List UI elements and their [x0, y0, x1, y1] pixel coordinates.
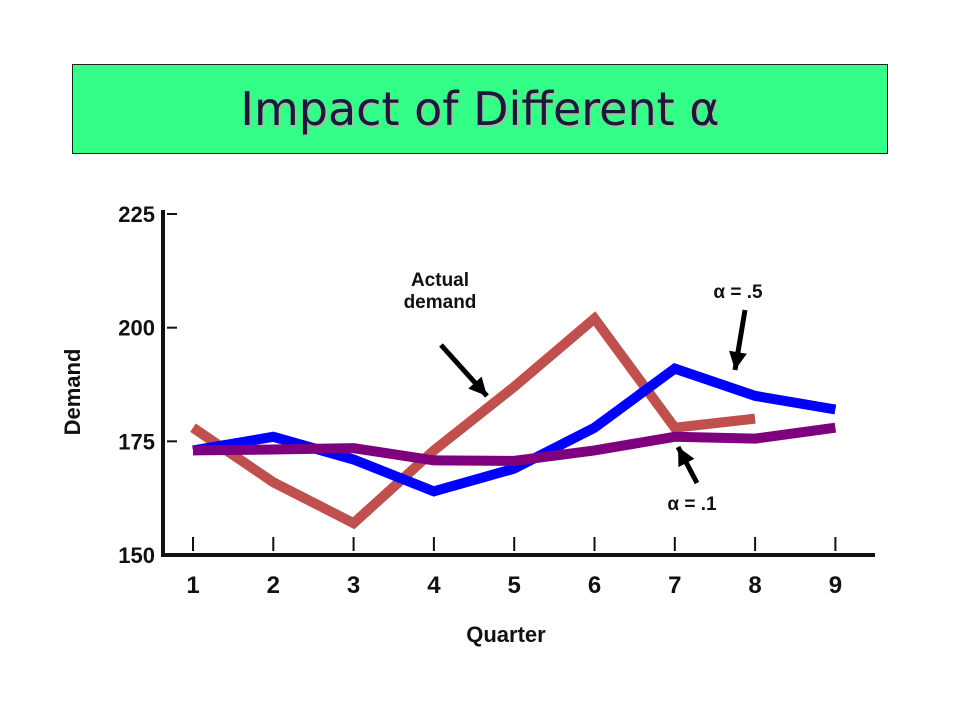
- annotation-alpha-0-5-arrow-head: [729, 350, 747, 370]
- x-tick-label: 1: [186, 572, 199, 599]
- axes: 150 175 200 225 1 2 3 4 5 6 7 8 9 Quarter Demand: [60, 202, 875, 647]
- y-tick-label: 150: [118, 543, 155, 568]
- annotation-actual-demand-label: demand: [404, 292, 477, 313]
- chart-title-box: Impact of Different α: [72, 64, 888, 154]
- annotation-actual-demand-label: Actual: [411, 270, 469, 291]
- annotation-alpha-0-5-label: α = .5: [713, 282, 763, 303]
- x-tick-label: 7: [668, 572, 681, 599]
- x-tick-label: 8: [748, 572, 761, 599]
- annotation-alpha-0-1-arrow-head: [678, 447, 695, 468]
- y-tick-label: 175: [118, 429, 155, 454]
- annotation-actual-demand-arrow-head: [468, 376, 487, 396]
- x-tick-label: 3: [347, 572, 360, 599]
- y-tick-label: 200: [118, 316, 155, 341]
- x-tick-label: 2: [267, 572, 280, 599]
- y-tick-label: 225: [118, 202, 155, 227]
- x-tick-label: 6: [588, 572, 601, 599]
- series-lines: [190, 311, 837, 530]
- chart-title: Impact of Different α: [240, 82, 720, 136]
- x-tick-label: 4: [427, 572, 441, 599]
- series-line-actual-demand: [190, 311, 756, 530]
- x-tick-label: 9: [829, 572, 842, 599]
- x-tick-label: 5: [508, 572, 521, 599]
- y-axis-title: Demand: [60, 349, 85, 436]
- x-axis-title: Quarter: [466, 622, 546, 647]
- annotation-alpha-0-1-label: α = .1: [667, 494, 717, 515]
- series-line-alpha-0-1: [192, 422, 837, 466]
